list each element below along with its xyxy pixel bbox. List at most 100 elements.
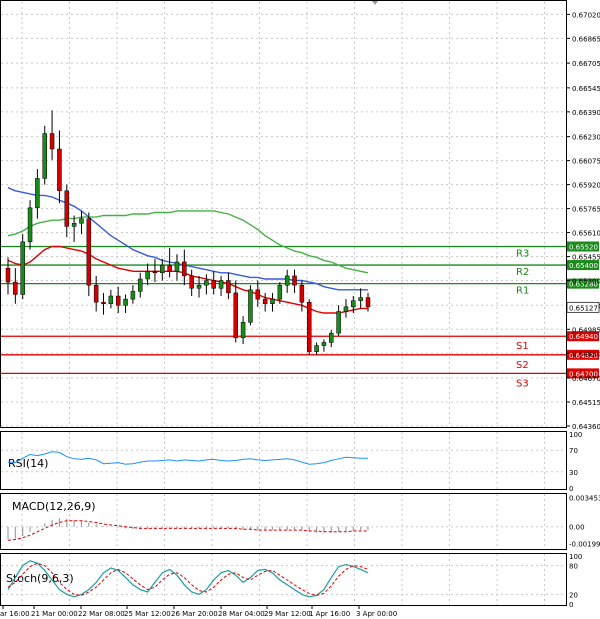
macd-label: MACD(12,26,9) <box>12 500 96 513</box>
candle-body <box>358 297 363 301</box>
rsi-label: RSI(14) <box>8 457 48 470</box>
candle-body <box>277 284 283 300</box>
candle-body <box>365 297 371 308</box>
candle-body <box>351 300 356 308</box>
time-tick-label: 26 Mar 20:00 <box>171 610 218 618</box>
candle-body <box>167 264 172 272</box>
rsi-tick-label: 100 <box>569 431 582 439</box>
level-price-box <box>567 241 599 252</box>
time-tick-label: 25 Mar 12:00 <box>124 610 171 618</box>
candle-body <box>329 332 334 343</box>
stoch-tick-label: 100 <box>569 553 582 561</box>
candle-body <box>314 345 319 352</box>
current-price-label: 0.65127 <box>569 304 598 312</box>
candle-body <box>306 301 312 352</box>
time-axis: ar 16:00 21 Mar 00:00 22 Mar 08:00 25 Mar 1… <box>0 606 397 618</box>
level-price-label: 0.64820 <box>569 352 598 360</box>
candle-body <box>343 306 349 312</box>
candle-body <box>262 298 268 305</box>
candle-body <box>79 218 84 224</box>
level-name-r1: R1 <box>516 286 529 297</box>
rsi-tick-label: 30 <box>569 469 578 477</box>
rsi-panel-frame <box>0 431 567 490</box>
level-name-s1: S1 <box>516 341 529 352</box>
level-name-s3: S3 <box>516 378 529 389</box>
level-price-label: 0.64940 <box>569 333 598 341</box>
time-tick-label: 28 Mar 04:00 <box>218 610 265 618</box>
macd-panel-frame <box>0 493 567 550</box>
level-name-r2: R2 <box>516 267 529 278</box>
current-price-box <box>566 301 600 313</box>
time-tick-label: ar 16:00 <box>0 610 30 618</box>
macd-tick-label: 0.00 <box>569 524 585 532</box>
candle-body <box>13 281 18 295</box>
candles <box>5 110 371 355</box>
price-tick-label: 0.66075 <box>572 158 600 166</box>
level-price-box <box>567 278 599 289</box>
time-tick-label: 1 Apr 16:00 <box>309 610 350 618</box>
price-tick-label: 0.64985 <box>572 326 600 334</box>
price-tick-label: 0.65920 <box>572 182 600 190</box>
stoch-label: Stoch(9,6,3) <box>6 572 74 585</box>
candle-body <box>5 267 11 283</box>
candle-body <box>115 295 121 306</box>
price-tick-label: 0.66390 <box>572 109 600 117</box>
level-price-box <box>567 331 599 342</box>
candle-body <box>64 190 70 227</box>
level-price-label: 0.64700 <box>569 370 598 378</box>
price-tick-label: 0.66230 <box>572 134 600 142</box>
candle-body <box>189 275 194 289</box>
panel-frames <box>0 0 567 606</box>
candle-body <box>321 342 327 346</box>
price-tick-label: 0.64830 <box>572 350 600 358</box>
candle-body <box>240 322 246 339</box>
price-tick-label: 0.65765 <box>572 206 600 214</box>
candle-body <box>218 280 224 289</box>
price-tick-label: 0.66705 <box>572 60 600 68</box>
price-tick-label: 0.66865 <box>572 35 600 43</box>
candle-body <box>145 271 150 280</box>
candle-body <box>204 280 209 286</box>
candle-body <box>336 311 341 334</box>
stoch-tick-label: 0 <box>569 601 573 609</box>
stoch-tick-label: 20 <box>569 591 578 599</box>
level-price-label: 0.65520 <box>569 243 598 251</box>
stoch-tick-label: 80 <box>569 563 578 571</box>
stoch-panel-frame <box>0 553 567 606</box>
candle-body <box>160 264 165 274</box>
price-tick-label: 0.64360 <box>572 423 600 431</box>
candle-body <box>27 207 33 243</box>
level-price-box <box>567 349 599 360</box>
candle-body <box>20 241 25 295</box>
candle-body <box>130 291 136 300</box>
price-tick-label: 0.64670 <box>572 375 600 383</box>
time-tick-label: 22 Mar 08:00 <box>78 610 125 618</box>
time-tick-label: 3 Apr 00:00 <box>356 610 397 618</box>
rsi-panel: RSI(14) 100 70 30 0 <box>1 431 582 493</box>
candle-body <box>86 218 92 286</box>
macd-tick-label: -0.001999 <box>569 541 600 549</box>
candle-body <box>196 284 202 289</box>
macd-panel: MACD(12,26,9) 0.003453 0.00 -0.001999 <box>1 494 600 549</box>
candle-body <box>233 292 239 339</box>
macd-tick-label: 0.003453 <box>569 494 600 502</box>
candle-body <box>248 289 253 323</box>
rsi-line <box>7 451 368 465</box>
candle-body <box>292 275 297 286</box>
price-tick-label: 0.67020 <box>572 11 600 19</box>
price-tick-label: 0.65455 <box>572 254 600 262</box>
main-panel-frame <box>0 0 567 428</box>
level-name-r3: R3 <box>516 248 529 259</box>
candle-body <box>93 284 99 303</box>
rsi-tick-label: 70 <box>569 447 578 455</box>
level-price-label: 0.65400 <box>569 262 598 270</box>
candle-body <box>211 280 216 289</box>
candle-body <box>101 301 106 305</box>
level-price-box <box>567 260 599 271</box>
price-tick-label: 0.65300 <box>572 278 600 286</box>
candle-body <box>174 261 180 272</box>
price-tick-label: 0.65610 <box>572 230 600 238</box>
candle-body <box>57 148 62 192</box>
candle-body <box>182 261 187 277</box>
